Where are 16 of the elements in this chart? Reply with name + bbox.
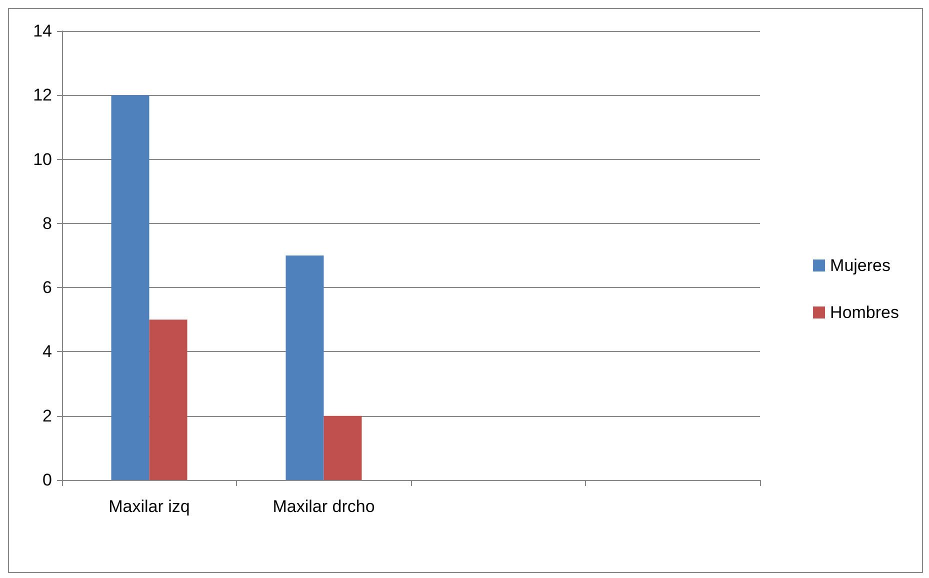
y-tick-label: 2	[42, 406, 52, 426]
y-tick-label: 6	[42, 278, 52, 298]
bar	[149, 320, 188, 480]
bar	[286, 256, 324, 480]
y-tick-label: 12	[33, 86, 52, 105]
bar	[111, 95, 150, 480]
x-tick-label: Maxilar izq	[108, 497, 190, 516]
x-tick-label: Maxilar drcho	[272, 497, 375, 516]
y-tick-label: 0	[42, 470, 52, 490]
y-tick-label: 4	[42, 342, 52, 362]
legend-label: Mujeres	[830, 256, 891, 275]
bar	[324, 416, 362, 480]
y-tick-label: 8	[42, 214, 52, 233]
legend-label: Hombres	[830, 303, 900, 322]
y-tick-label: 14	[33, 22, 52, 40]
y-tick-label: 10	[33, 150, 52, 169]
